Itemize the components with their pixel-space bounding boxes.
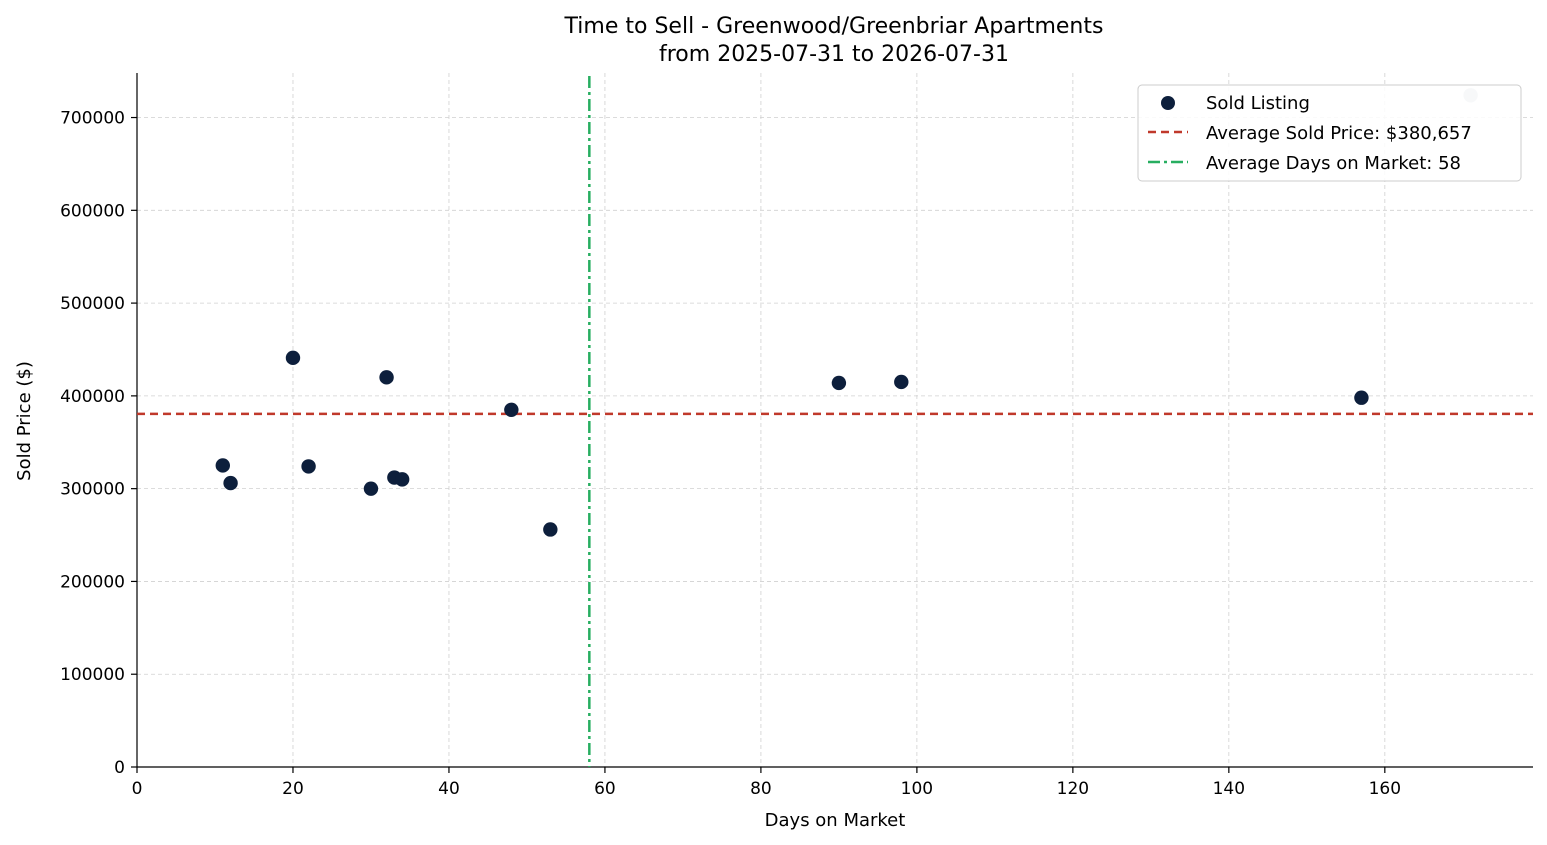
data-points	[215, 88, 1478, 537]
sold-listing-point	[831, 375, 847, 391]
sold-listing-point	[894, 374, 909, 390]
sold-listing-point	[215, 458, 230, 473]
legend-box	[1137, 84, 1522, 182]
x-tick-label: 120	[1057, 779, 1089, 799]
legend-marker-sold-listing	[1161, 96, 1175, 110]
sold-listing-point	[379, 370, 394, 385]
sold-listing-point	[285, 350, 301, 366]
x-tick-label: 60	[594, 779, 616, 799]
chart-subtitle: from 2025-07-31 to 2026-07-31	[659, 42, 1009, 67]
sold-listing-point	[543, 522, 558, 537]
sold-listing-point	[223, 475, 238, 491]
x-tick-label: 40	[438, 779, 460, 799]
x-tick-label: 80	[750, 779, 772, 799]
y-tick-label: 100000	[60, 665, 125, 685]
sold-listing-point	[394, 472, 410, 487]
x-tick-label: 0	[132, 779, 143, 799]
y-tick-label: 300000	[60, 480, 125, 500]
y-axis-label: Sold Price ($)	[14, 361, 35, 481]
y-axis-ticks: 0 100000 200000 300000 400000 500000 600000 700…	[60, 109, 137, 778]
y-tick-label: 400000	[60, 387, 125, 407]
y-tick-label: 200000	[60, 572, 125, 592]
chart-title: Time to Sell - Greenwood/Greenbriar Apar…	[564, 14, 1104, 39]
x-axis-ticks: 0 20 40 60 80 100 120 140 160	[132, 767, 1401, 799]
legend-label-average-price: Average Sold Price: $380,657	[1206, 123, 1472, 144]
x-tick-label: 20	[282, 779, 304, 799]
sold-listing-point	[301, 459, 316, 474]
sold-listing-point	[1354, 390, 1369, 405]
x-axis-label: Days on Market	[765, 810, 906, 831]
reference-lines	[137, 76, 1533, 767]
x-tick-label: 160	[1369, 779, 1401, 799]
x-tick-label: 100	[901, 779, 933, 799]
y-tick-label: 600000	[60, 201, 125, 221]
x-tick-label: 140	[1213, 779, 1245, 799]
y-tick-label: 700000	[60, 109, 125, 129]
y-tick-label: 0	[114, 758, 125, 778]
sold-listing-point	[363, 481, 379, 496]
y-tick-label: 500000	[60, 294, 125, 314]
legend: Sold Listing Average Sold Price: $380,65…	[1137, 84, 1522, 182]
sold-listing-point	[504, 402, 519, 417]
legend-label-sold-listing: Sold Listing	[1206, 93, 1310, 114]
legend-label-average-days: Average Days on Market: 58	[1206, 153, 1461, 174]
